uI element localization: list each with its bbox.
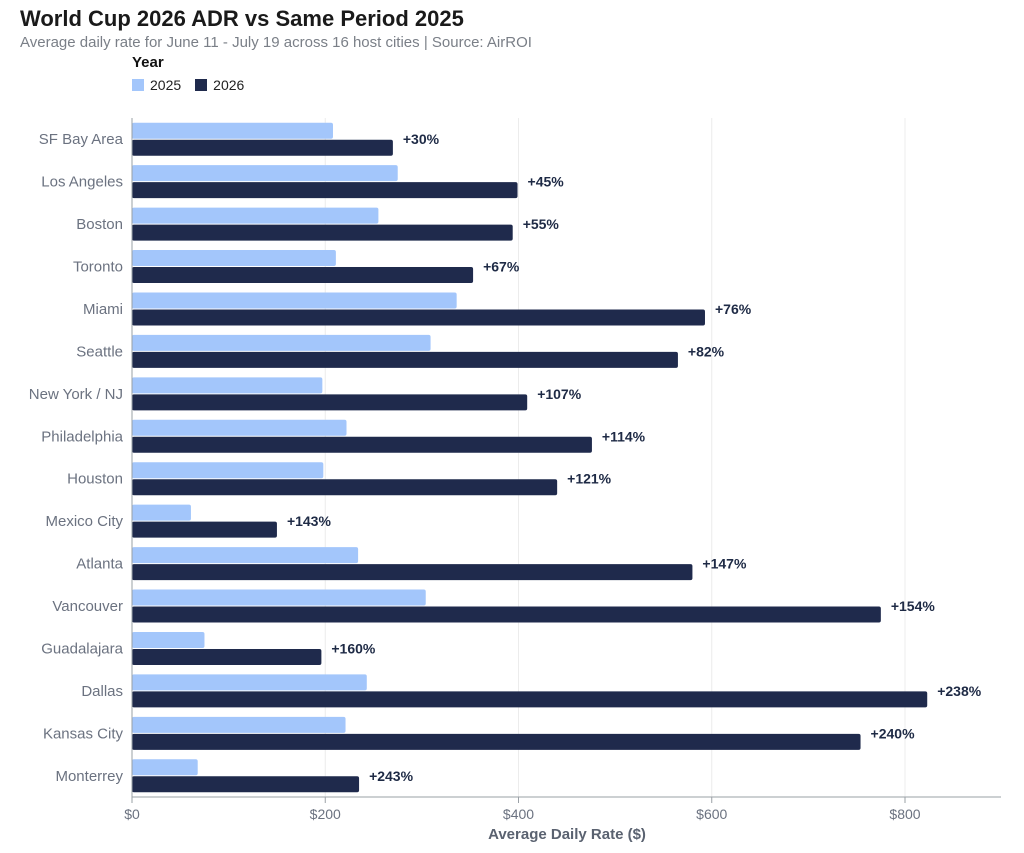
change-label: +76%: [715, 301, 752, 317]
change-label: +143%: [287, 513, 332, 529]
bar-2026[interactable]: [132, 139, 393, 156]
bar-2025[interactable]: [132, 547, 359, 564]
legend-item-2026[interactable]: 2026: [195, 77, 244, 93]
category-label: Los Angeles: [41, 174, 123, 191]
bar-2025[interactable]: [132, 334, 431, 351]
bar-2025[interactable]: [132, 165, 398, 182]
bar-2026[interactable]: [132, 648, 322, 665]
bar-2026[interactable]: [132, 776, 360, 793]
bar-2026[interactable]: [132, 733, 861, 750]
change-label: +243%: [369, 768, 414, 784]
category-label: Philadelphia: [41, 428, 123, 445]
bar-2026[interactable]: [132, 691, 928, 708]
category-label: Atlanta: [76, 556, 123, 573]
bar-2025[interactable]: [132, 674, 367, 691]
legend: 2025 2026: [132, 77, 258, 93]
x-tick-label: $0: [124, 806, 140, 822]
change-label: +55%: [523, 216, 560, 232]
bar-2026[interactable]: [132, 351, 678, 368]
category-label: Kansas City: [43, 725, 124, 742]
legend-label-2026: 2026: [213, 77, 245, 93]
category-label: Vancouver: [52, 598, 123, 615]
change-label: +147%: [702, 556, 747, 572]
bar-2025[interactable]: [132, 292, 457, 309]
category-label: Boston: [76, 216, 123, 233]
bar-2026[interactable]: [132, 606, 881, 623]
x-tick-label: $600: [696, 806, 727, 822]
bar-2025[interactable]: [132, 504, 191, 521]
category-label: Guadalajara: [41, 640, 123, 657]
bar-2026[interactable]: [132, 479, 558, 496]
category-label: Dallas: [81, 683, 123, 700]
axes: [131, 118, 1001, 803]
bar-2025[interactable]: [132, 207, 379, 224]
change-label: +30%: [403, 131, 440, 147]
bar-2025[interactable]: [132, 419, 347, 436]
change-label: +107%: [537, 386, 582, 402]
legend-swatch-2026: [195, 79, 208, 91]
category-label: Miami: [83, 301, 123, 318]
legend-swatch-2025: [132, 79, 144, 91]
x-axis-title: Average Daily Rate ($): [488, 826, 646, 843]
legend-label-2025: 2025: [150, 77, 182, 93]
chart-title: World Cup 2026 ADR vs Same Period 2025: [20, 6, 464, 31]
bar-2025[interactable]: [132, 462, 324, 479]
bar-2025[interactable]: [132, 589, 426, 606]
bar-2026[interactable]: [132, 224, 513, 241]
bar-2026[interactable]: [132, 436, 592, 453]
bar-2025[interactable]: [132, 716, 346, 733]
category-label: Houston: [67, 471, 123, 488]
change-label: +154%: [891, 598, 936, 614]
x-tick-label: $800: [889, 806, 920, 822]
bars: [132, 122, 928, 793]
legend-item-2025[interactable]: 2025: [132, 77, 181, 93]
change-label: +67%: [483, 259, 520, 275]
change-label: +240%: [871, 725, 916, 741]
labels: $0 $200 $400 $600 $800 SF Bay Area +30% Los Ang…: [29, 131, 982, 822]
legend-title: Year: [132, 54, 164, 71]
bar-2026[interactable]: [132, 564, 693, 581]
x-tick-label: $400: [503, 806, 534, 822]
bar-2026[interactable]: [132, 182, 518, 199]
bar-2025[interactable]: [132, 250, 336, 267]
category-label: Seattle: [76, 343, 123, 360]
bar-2026[interactable]: [132, 267, 474, 284]
category-label: Monterrey: [55, 768, 123, 785]
bar-2025[interactable]: [132, 759, 198, 776]
category-label: Toronto: [73, 259, 123, 276]
category-label: Mexico City: [45, 513, 123, 530]
bar-2025[interactable]: [132, 122, 333, 139]
bar-2025[interactable]: [132, 377, 323, 394]
change-label: +114%: [602, 428, 646, 444]
category-label: SF Bay Area: [39, 131, 124, 148]
chart-subtitle: Average daily rate for June 11 - July 19…: [20, 34, 532, 51]
change-label: +160%: [331, 640, 376, 656]
change-label: +121%: [567, 471, 612, 487]
x-tick-label: $200: [310, 806, 341, 822]
bar-2026[interactable]: [132, 309, 705, 326]
change-label: +82%: [688, 343, 725, 359]
bar-2026[interactable]: [132, 394, 528, 411]
bar-2026[interactable]: [132, 521, 277, 538]
category-label: New York / NJ: [29, 386, 123, 403]
change-label: +238%: [937, 683, 982, 699]
change-label: +45%: [528, 174, 565, 190]
bar-2025[interactable]: [132, 631, 205, 648]
